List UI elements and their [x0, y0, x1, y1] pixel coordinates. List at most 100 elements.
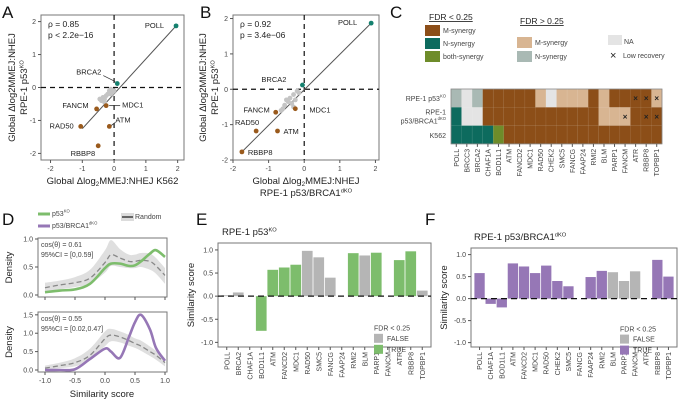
column-label: CHEK2	[549, 149, 556, 172]
correlation-rho: ρ = 0.92	[240, 19, 271, 29]
heatmap-cell	[461, 125, 473, 145]
heatmap-cell	[450, 107, 462, 127]
legend-title: FDR < 0.25	[374, 326, 410, 333]
y-tick-label: 1	[224, 51, 228, 58]
heatmap-cell	[545, 88, 557, 108]
heatmap-cell	[471, 88, 484, 108]
y-axis-title: Similarity score	[439, 265, 450, 329]
y-tick-label: 1.0	[456, 252, 466, 259]
low-recovery-mark: ×	[644, 94, 649, 103]
data-point-brca2	[300, 82, 305, 88]
point-label-poll: POLL	[338, 18, 357, 27]
point-label-mdc1: MDC1	[122, 101, 143, 110]
low-recovery-mark: ×	[623, 112, 628, 121]
row-label: RPE-1	[425, 109, 446, 116]
row-label-sup: KO	[440, 94, 447, 99]
y-tick-label: -0.5	[201, 317, 213, 324]
heatmap-cell	[556, 88, 568, 108]
y-axis-title-line2: RPE-1 p53KO	[19, 60, 30, 115]
low-recovery-icon: ×	[610, 50, 616, 62]
random-confidence-band	[45, 240, 165, 292]
legend-label: M-synergy	[443, 28, 476, 35]
bar-chaf1a	[485, 298, 496, 304]
bar-faap24	[585, 277, 596, 299]
point-label-mdc1: MDC1	[309, 106, 330, 115]
x-tick-label: 0.5	[130, 378, 140, 385]
point-label-fancm: FANCM	[62, 101, 88, 110]
heatmap-frame	[450, 88, 663, 145]
data-point-other	[108, 91, 114, 97]
y-tick-label: 2	[32, 19, 36, 26]
y-axis-title-line2: RPE-1 p53KO	[210, 60, 221, 115]
legend-label-false: FALSE	[633, 337, 655, 344]
heatmap-cell	[556, 107, 568, 127]
bar-topbp1	[663, 276, 674, 299]
heatmap-cell	[545, 125, 557, 145]
x-axis-title-line2-sup: dKO	[341, 189, 353, 195]
category-label: CHAF1A	[247, 352, 254, 380]
x-tick-label: 0	[112, 166, 116, 173]
data-point-poll	[173, 23, 179, 29]
legend-swatch	[425, 38, 440, 49]
legend-label-true: TRUE	[633, 348, 652, 355]
density-panel-d: p53KO p53/BRCA1dKO Random 0.0 0.5 1.0 cos(θ) =…	[4, 209, 170, 401]
heatmap-cell	[514, 107, 526, 127]
cosine-similarity: cos(θ) = 0.61	[41, 242, 82, 249]
category-label: FANCG	[328, 352, 335, 376]
legend-title-significant: FDR < 0.25	[429, 12, 473, 22]
y-tick-label: 0.0	[456, 296, 466, 303]
column-label: RBBP8	[644, 149, 651, 172]
x-tick-label: 2	[176, 166, 180, 173]
legend-label: N-synergy	[443, 41, 475, 48]
x-axis-title-rest: MMEJ:NHEJ K562	[99, 176, 178, 187]
scatter-panel-a: -2 -1 0 1 2 -2 -1 0 1 2 POLL BRCA2 FANCM MDC1 RAD50 ATM…	[7, 14, 185, 188]
category-label: MDC1	[533, 352, 540, 372]
heatmap-cell	[619, 88, 631, 108]
heatmap-cell	[598, 125, 610, 145]
category-label: TOPBP1	[666, 352, 673, 380]
heatmap-cell	[566, 88, 579, 108]
point-label-rad50: RAD50	[50, 121, 74, 130]
column-label: FAAP24	[580, 149, 587, 175]
x-tick-label: -0.5	[69, 378, 81, 385]
column-label: CHAF1A	[485, 149, 492, 177]
bar-fancg	[324, 277, 336, 297]
legend-swatch-true	[374, 344, 383, 354]
column-label: ATM	[507, 149, 514, 163]
x-tick-label: 2	[373, 166, 377, 173]
category-label: BRCA2	[236, 352, 243, 375]
x-axis-title-rest: MMEJ:NHEJ	[305, 176, 360, 187]
bar-fancd2	[518, 266, 530, 299]
heatmap-cell	[524, 88, 536, 108]
y-tick-label: -1.0	[201, 340, 213, 347]
column-label: BOD1L1	[496, 149, 503, 176]
heatmap-cell	[503, 107, 515, 127]
legend-swatch	[425, 51, 440, 62]
bar-atr	[393, 260, 405, 297]
heatmap-cell	[556, 125, 568, 145]
heatmap-cell	[471, 107, 484, 127]
heatmap-cell	[514, 125, 526, 145]
point-label-poll: POLL	[145, 21, 164, 30]
legend-swatch	[517, 37, 532, 48]
legend-label-main: Random	[135, 214, 162, 221]
legend-label: N-synergy	[535, 54, 567, 61]
low-recovery-mark: ×	[654, 94, 659, 103]
point-label-rad50: RAD50	[235, 118, 259, 127]
y-tick-label: 0	[32, 85, 36, 92]
heatmap-cell	[630, 125, 642, 145]
data-point-brca2	[114, 81, 120, 86]
y-tick-label: 0.5	[23, 265, 33, 272]
chart-title-sup: KO	[268, 228, 277, 234]
legend-swatch-false	[374, 333, 383, 343]
y-axis-title-line2-sup: KO	[20, 60, 26, 69]
regression-line	[81, 25, 177, 130]
legend-label-na: NA	[624, 39, 634, 46]
legend-title: FDR < 0.25	[620, 326, 656, 333]
category-label: RMI2	[599, 352, 606, 369]
scatter-panel-b: -2 -1 0 1 2 -2 -1 0 1 2 POLL BRCA2 FANCM MDC1 RAD50 ATM…	[198, 14, 380, 199]
legend-label: Random	[135, 214, 162, 221]
heatmap-cell	[577, 107, 589, 127]
y-tick-label: 2	[224, 16, 228, 23]
